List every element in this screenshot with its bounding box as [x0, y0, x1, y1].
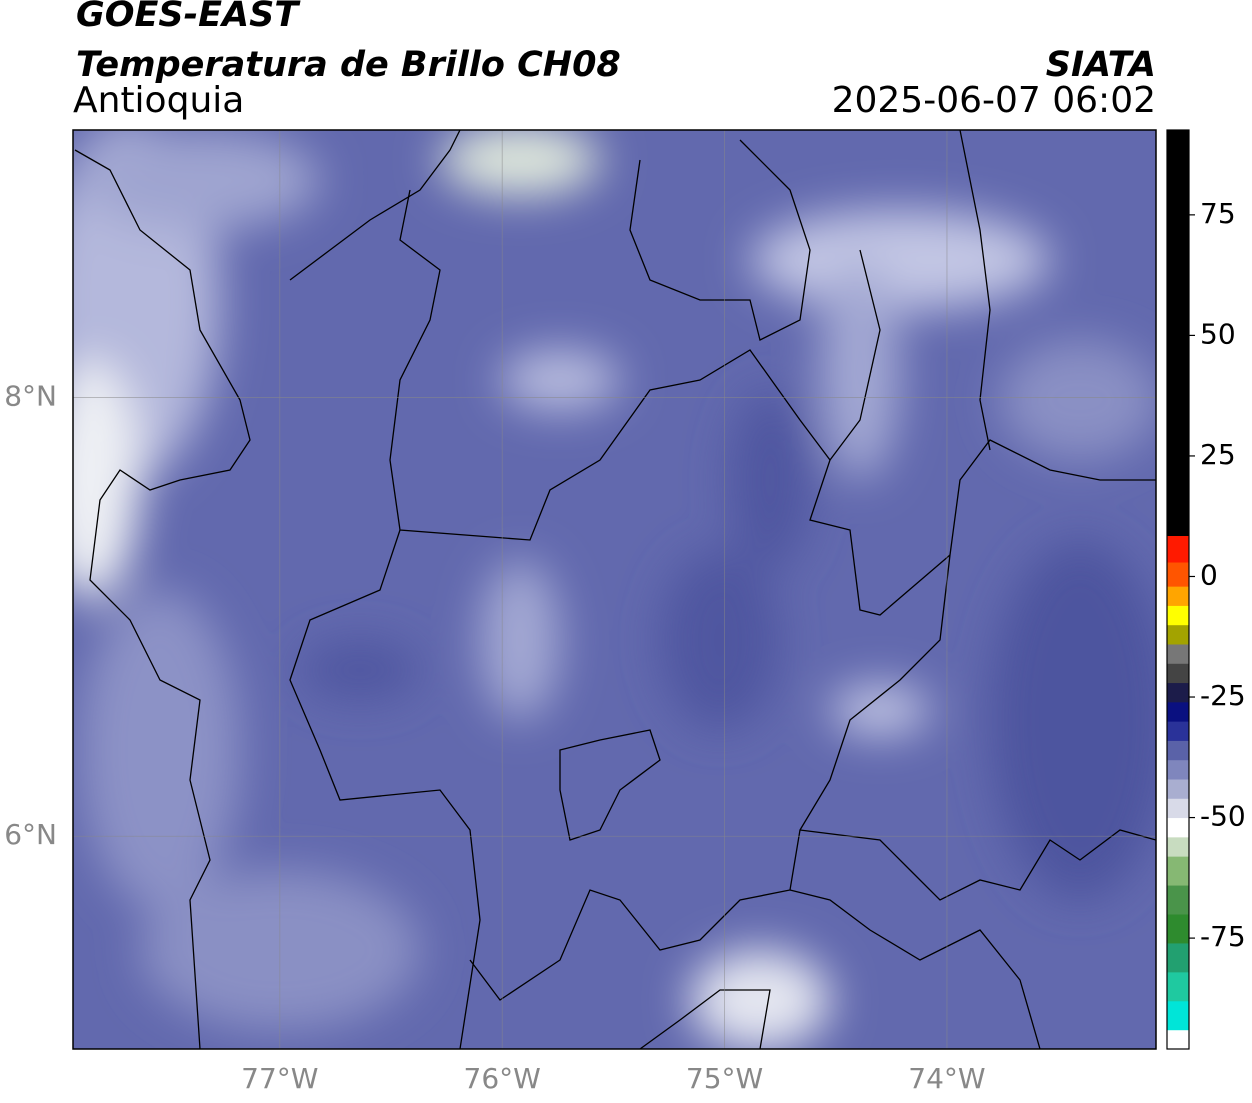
colorbar-band [1167, 643, 1189, 664]
colorbar-band [1167, 586, 1189, 606]
colorbar-band [1167, 817, 1189, 838]
colorbar-band [1167, 624, 1189, 645]
region: Antioquia [73, 80, 244, 121]
colorbar-band [1167, 798, 1189, 819]
colorbar-band [1167, 971, 1189, 1002]
colorbar-band [1167, 1029, 1189, 1050]
colorbar-band [1167, 885, 1189, 915]
colorbar-band [1167, 535, 1189, 563]
y-tick-label: 8°N [4, 380, 57, 413]
colorbar-band [1167, 836, 1189, 857]
colorbar-band [1167, 562, 1189, 587]
map-image [73, 130, 1156, 1049]
colorbar-frame [1166, 129, 1190, 1050]
colorbar-tick-label: 25 [1200, 438, 1236, 471]
x-tick-label: 76°W [464, 1062, 541, 1095]
colorbar-band [1167, 130, 1189, 536]
colorbar-band [1167, 856, 1189, 886]
colorbar-band [1167, 721, 1189, 741]
colorbar-tick-label: 0 [1200, 558, 1218, 591]
colorbar-band [1167, 913, 1189, 944]
title: GOES-EAST [76, 0, 301, 35]
colorbar-band [1167, 759, 1189, 780]
colorbar-band [1167, 1000, 1189, 1031]
colorbar-band [1167, 778, 1189, 799]
colorbar-tick-label: 75 [1200, 197, 1236, 230]
x-tick-label: 77°W [241, 1062, 318, 1095]
colorbar-tick-label: -25 [1200, 679, 1246, 712]
colorbar-band [1167, 682, 1189, 703]
colorbar-band [1167, 663, 1189, 684]
source: SIATA [1046, 45, 1156, 85]
colorbar-tick-label: -75 [1200, 920, 1246, 953]
colorbar-band [1167, 942, 1189, 973]
y-tick-label: 6°N [4, 818, 57, 851]
map-frame [72, 129, 1157, 1050]
colorbar-band [1167, 701, 1189, 722]
subtitle: Temperatura de Brillo CH08 [76, 45, 621, 85]
datetime: 2025-06-07 06:02 [832, 80, 1156, 121]
colorbar-tick-label: 50 [1200, 317, 1236, 350]
x-tick-label: 75°W [686, 1062, 763, 1095]
x-tick-label: 74°W [908, 1062, 985, 1095]
colorbar-tick-label: -50 [1200, 800, 1246, 833]
colorbar-band [1167, 740, 1189, 761]
colorbar-band [1167, 605, 1189, 626]
